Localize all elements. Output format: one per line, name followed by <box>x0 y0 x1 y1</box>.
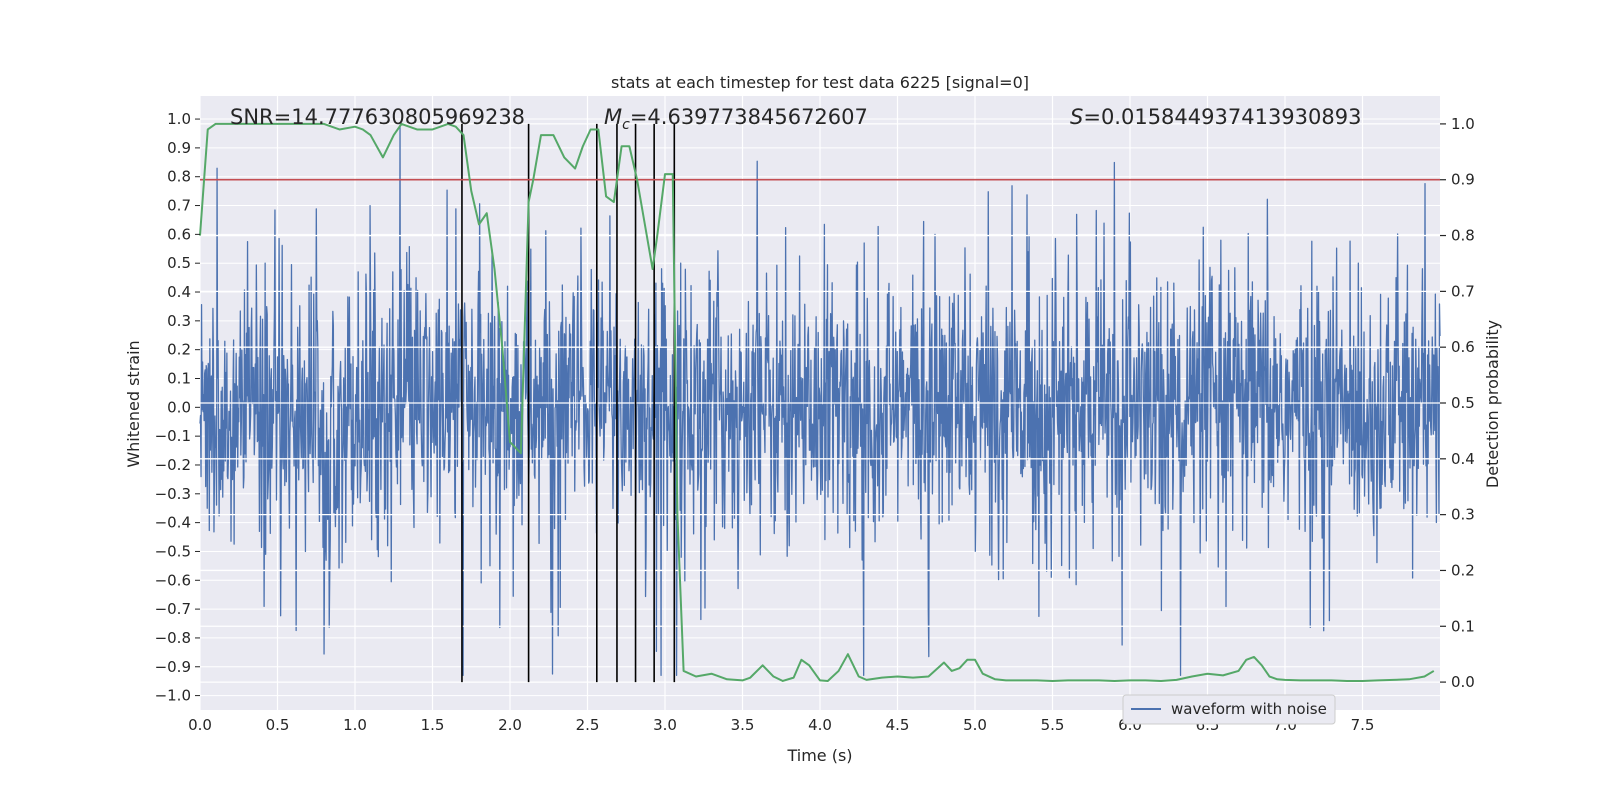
y-right-axis-ticks: 0.0 0.1 0.2 0.3 0.4 0.5 0.6 0.7 0.8 0.9 1.0 <box>1440 115 1475 691</box>
y-left-tick-label: 0.5 <box>167 254 191 272</box>
x-tick-label: 5.0 <box>963 716 987 734</box>
probability-line <box>199 122 1435 682</box>
mc-value: =4.639773845672607 <box>630 105 868 129</box>
mc-symbol: M <box>604 105 622 129</box>
x-tick-label: 3.0 <box>653 716 677 734</box>
waveform-line <box>199 122 1441 677</box>
chart-title: stats at each timestep for test data 622… <box>611 73 1029 92</box>
y-right-tick-label: 0.8 <box>1451 227 1475 245</box>
x-tick-label: 0.5 <box>266 716 290 734</box>
x-tick-label: 3.5 <box>731 716 755 734</box>
waveform-series <box>199 122 1441 677</box>
y-right-tick-label: 0.0 <box>1451 673 1475 691</box>
y-right-tick-label: 0.6 <box>1451 338 1475 356</box>
y-left-tick-label: 0.1 <box>167 369 191 387</box>
x-tick-label: 4.5 <box>886 716 910 734</box>
y-left-tick-label: 0.6 <box>167 225 191 243</box>
y-left-tick-label: −0.7 <box>155 600 191 618</box>
y-left-tick-label: −0.6 <box>155 571 191 589</box>
y-left-axis-ticks: −1.0 −0.9 −0.8 −0.7 −0.6 −0.5 −0.4 −0.3 −0.2 −0.1… <box>155 110 200 705</box>
y-left-tick-label: 0.4 <box>167 283 191 301</box>
mc-subscript: c <box>622 117 630 133</box>
y-left-tick-label: −0.5 <box>155 542 191 560</box>
s-annotation: S=0.015844937413930893 <box>1070 105 1361 129</box>
y-right-tick-label: 0.4 <box>1451 450 1475 468</box>
x-axis-ticks: 0.0 0.5 1.0 1.5 2.0 2.5 3.0 3.5 4.0 4.5 5.0 5.5 6.0 6… <box>188 716 1374 734</box>
y-left-tick-label: −0.9 <box>155 658 191 676</box>
y-right-tick-label: 1.0 <box>1451 115 1475 133</box>
y-left-tick-label: −0.2 <box>155 456 191 474</box>
y-right-tick-label: 0.3 <box>1451 506 1475 524</box>
x-axis-label: Time (s) <box>786 746 852 765</box>
y-left-tick-label: 0.9 <box>167 139 191 157</box>
x-tick-label: 2.0 <box>498 716 522 734</box>
legend-box <box>1122 694 1336 725</box>
x-tick-label: 0.0 <box>188 716 212 734</box>
y-left-tick-label: 0.0 <box>167 398 191 416</box>
x-tick-label: 1.5 <box>421 716 445 734</box>
y-left-tick-label: −1.0 <box>155 687 191 705</box>
mc-annotation: Mc=4.639773845672607 <box>604 105 868 133</box>
x-tick-label: 4.0 <box>808 716 832 734</box>
y-left-tick-label: 0.7 <box>167 197 191 215</box>
x-tick-label: 5.5 <box>1041 716 1065 734</box>
y-right-tick-label: 0.7 <box>1451 282 1475 300</box>
x-tick-label: 2.5 <box>576 716 600 734</box>
y-right-tick-label: 0.5 <box>1451 394 1475 412</box>
y-left-tick-label: −0.1 <box>155 427 191 445</box>
x-tick-label: 7.5 <box>1351 716 1375 734</box>
y-left-tick-label: 0.8 <box>167 168 191 186</box>
y-right-axis-label: Detection probability <box>1483 320 1502 488</box>
x-tick-label: 1.0 <box>343 716 367 734</box>
legend: waveform with noise <box>1122 694 1336 725</box>
s-symbol: S <box>1070 105 1083 129</box>
y-right-tick-label: 0.1 <box>1451 617 1475 635</box>
legend-label: waveform with noise <box>1171 700 1327 718</box>
y-left-tick-label: 0.2 <box>167 341 191 359</box>
probability-series <box>199 122 1435 682</box>
s-value: =0.015844937413930893 <box>1083 105 1361 129</box>
y-left-tick-label: 1.0 <box>167 110 191 128</box>
y-left-tick-label: −0.3 <box>155 485 191 503</box>
snr-annotation: SNR=14.777630805969238 <box>230 105 525 129</box>
y-left-axis-label: Whitened strain <box>124 340 143 467</box>
y-right-tick-label: 0.9 <box>1451 171 1475 189</box>
y-left-tick-label: 0.3 <box>167 312 191 330</box>
y-right-tick-label: 0.2 <box>1451 561 1475 579</box>
y-left-tick-label: −0.4 <box>155 514 191 532</box>
y-left-tick-label: −0.8 <box>155 629 191 647</box>
